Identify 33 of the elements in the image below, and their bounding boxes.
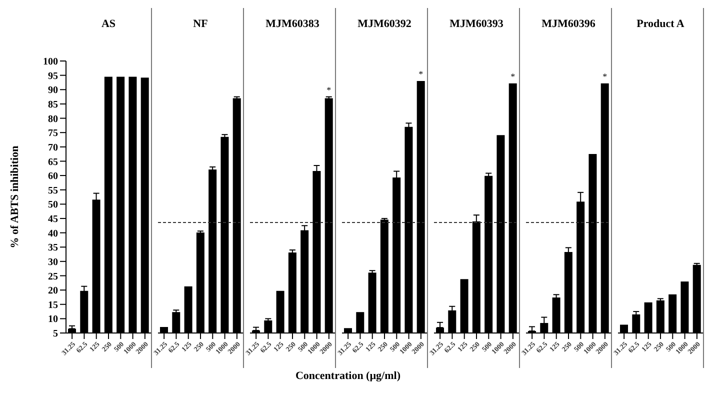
- annotation: *: [326, 84, 332, 95]
- chart-title: MJM60393: [448, 17, 504, 32]
- y-tick-label: 5: [53, 328, 58, 340]
- y-tick-label: 85: [48, 99, 58, 110]
- y-tick-label: 90: [48, 85, 58, 96]
- y-tick-label: 100: [43, 56, 58, 68]
- chart-title: AS: [100, 17, 117, 32]
- chart-title: MJM60396: [540, 17, 596, 32]
- chart-title: Product A: [636, 17, 686, 32]
- y-tick-label: 20: [48, 286, 58, 297]
- y-tick-label: 30: [48, 256, 58, 268]
- y-tick-label: 10: [48, 314, 58, 326]
- y-tick-label: 65: [48, 156, 58, 168]
- y-tick-label: 35: [48, 242, 58, 254]
- annotation: *: [602, 71, 608, 82]
- y-tick-label: 60: [48, 171, 58, 182]
- chart-title: MJM60392: [356, 17, 412, 32]
- y-axis-title: % of ABTS inhibition: [8, 146, 21, 248]
- y-tick-label: 80: [48, 114, 58, 125]
- y-tick-label: 75: [48, 128, 58, 140]
- y-tick-label: 40: [48, 228, 58, 240]
- y-tick-label: 55: [48, 185, 58, 196]
- y-tick-label: 50: [48, 200, 58, 211]
- y-tick-label: 70: [48, 142, 58, 154]
- x-axis-title: Concentration (µg/ml): [294, 370, 402, 382]
- y-tick-label: 25: [48, 271, 58, 282]
- y-tick-label: 15: [48, 300, 58, 311]
- annotation: *: [510, 71, 516, 82]
- y-tick-label: 45: [48, 214, 58, 226]
- y-tick-label: 95: [48, 70, 58, 82]
- chart-title: NF: [192, 17, 209, 32]
- annotation: *: [418, 69, 424, 80]
- chart-title: MJM60383: [264, 17, 320, 32]
